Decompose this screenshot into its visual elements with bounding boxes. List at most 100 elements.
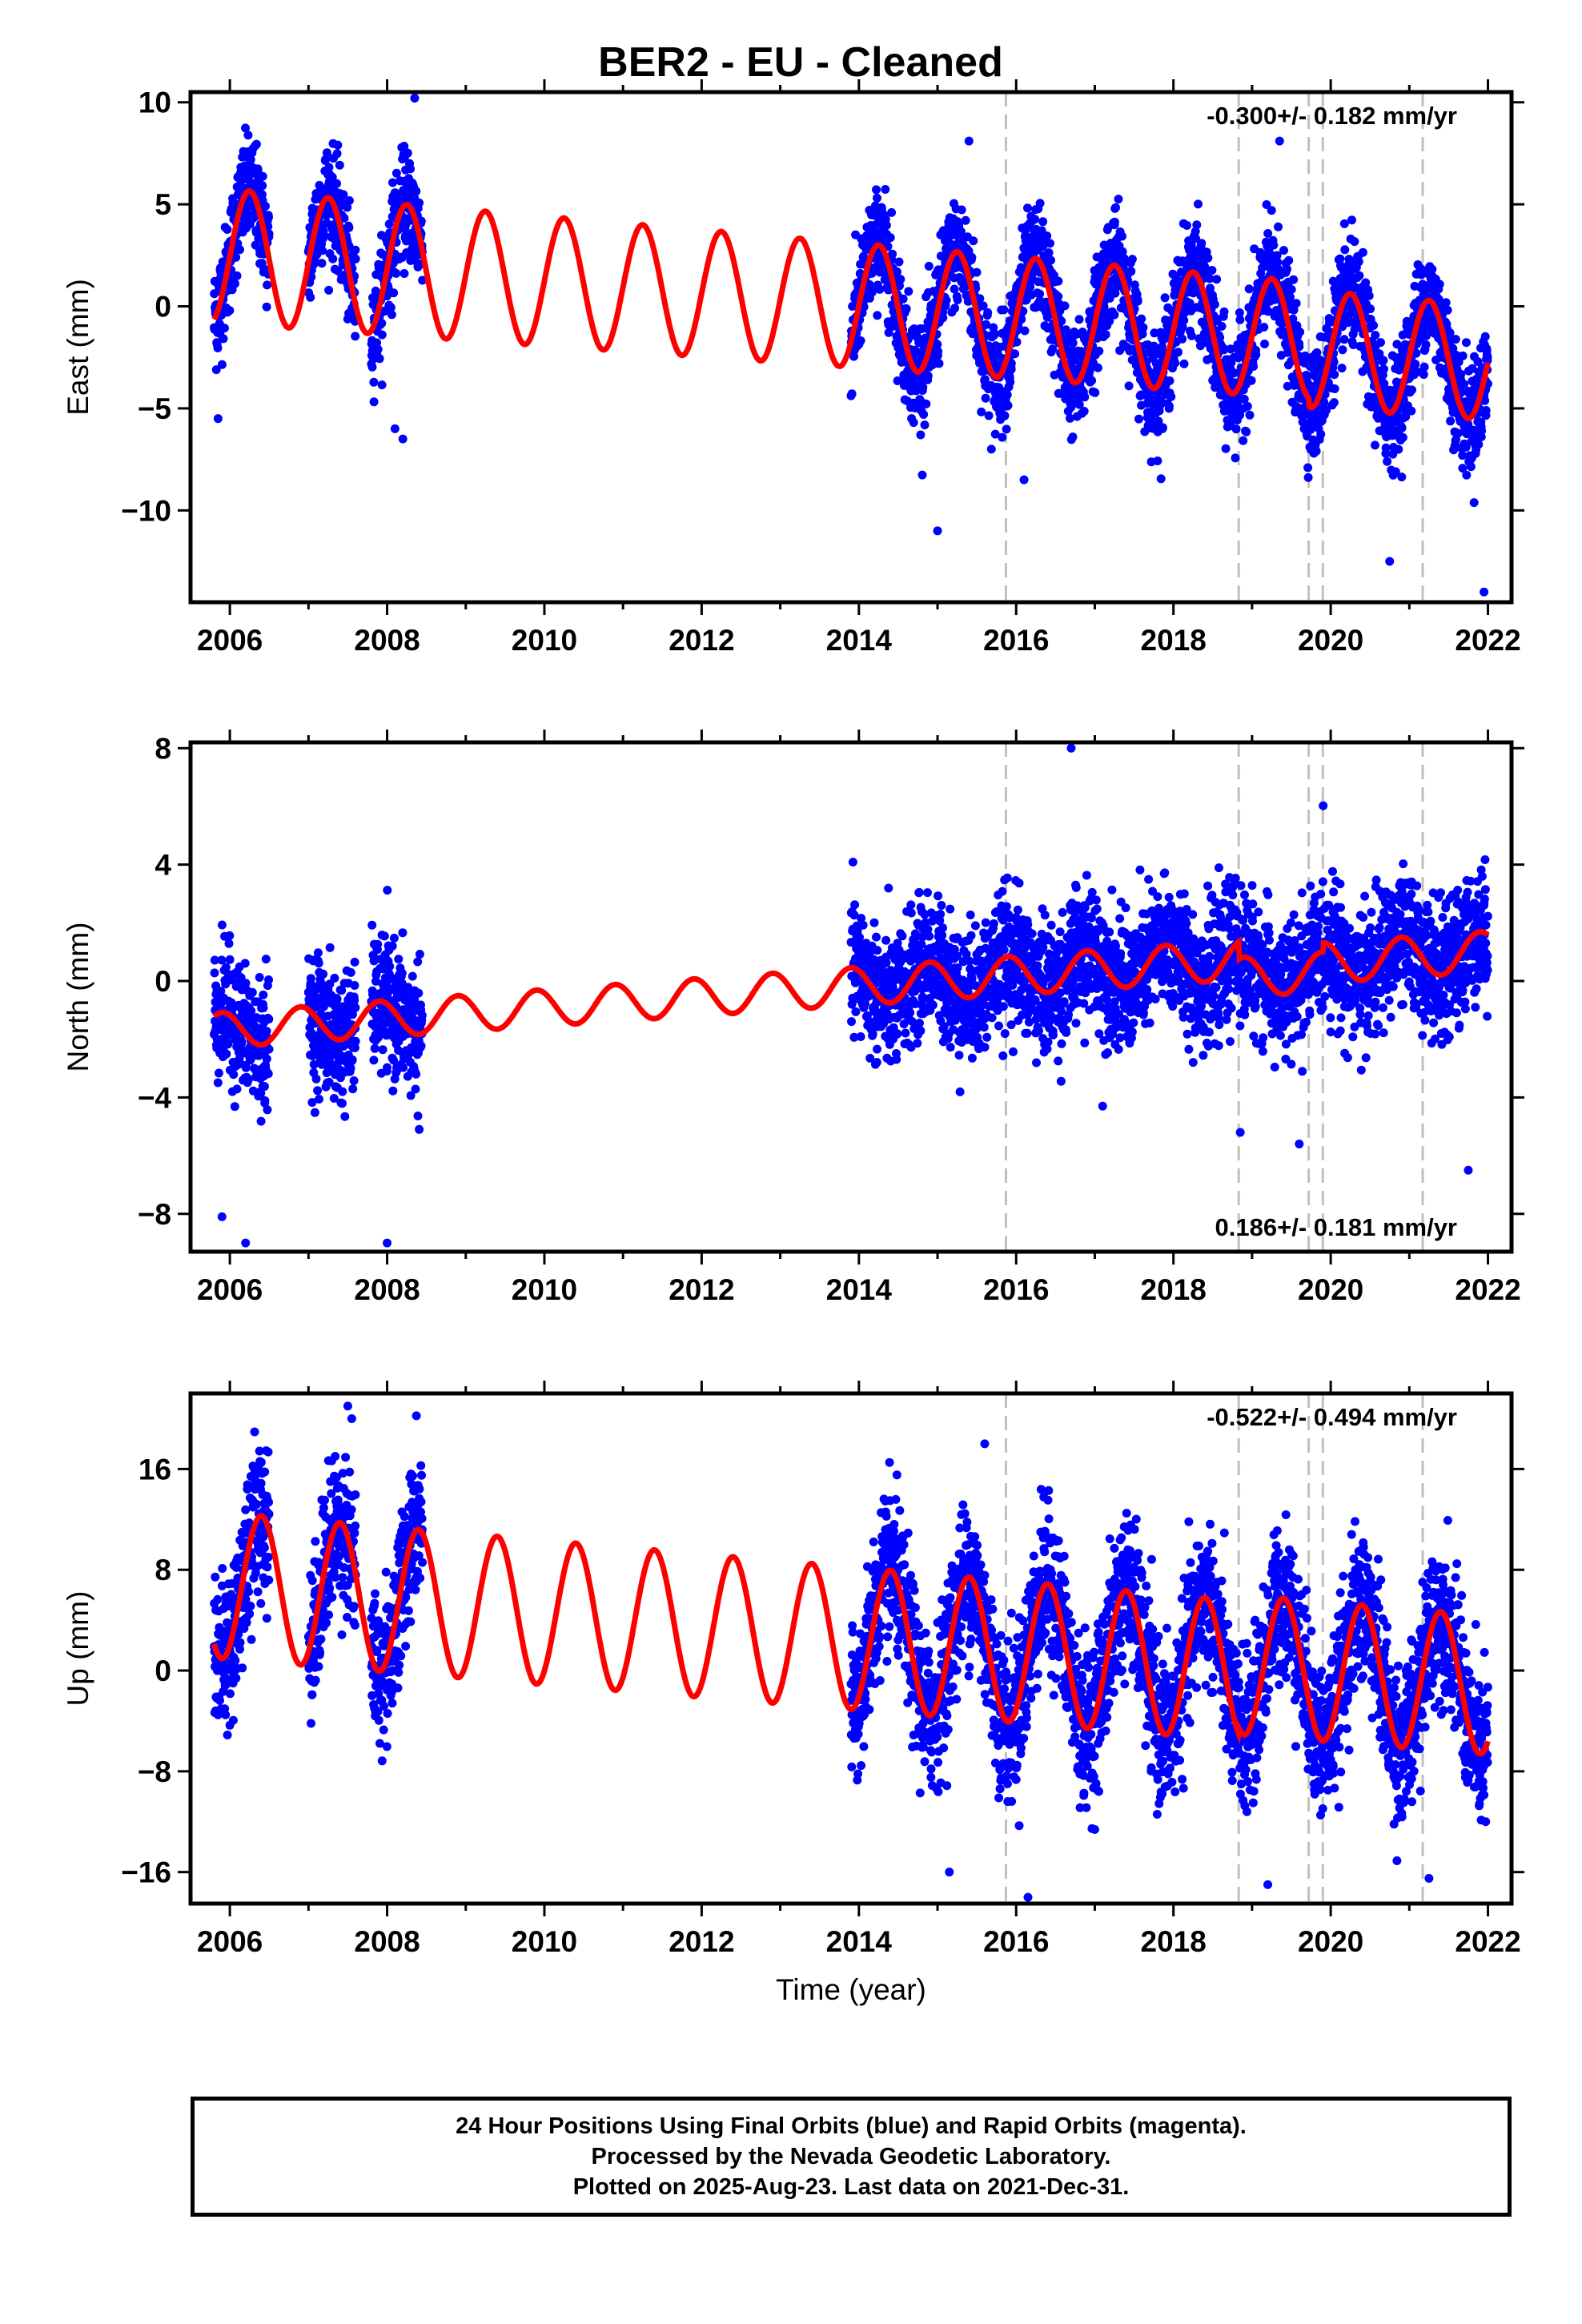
data-point (1335, 254, 1345, 263)
data-point (898, 294, 908, 304)
data-point (1235, 410, 1245, 420)
data-point (344, 223, 354, 232)
data-point (241, 123, 250, 133)
data-point (1230, 368, 1239, 378)
data-point (1364, 291, 1374, 300)
data-point (418, 275, 428, 285)
data-point (1124, 381, 1134, 391)
data-point (885, 233, 895, 243)
data-point (211, 365, 221, 375)
plot-frame (188, 90, 1514, 605)
data-point (225, 306, 235, 316)
data-point (982, 320, 991, 329)
data-point (216, 987, 226, 996)
data-point (1468, 364, 1477, 373)
data-point (901, 304, 911, 313)
data-point (1046, 239, 1054, 248)
data-point (410, 94, 420, 103)
x-tick-label: 2008 (354, 624, 420, 657)
data-point (350, 1043, 359, 1052)
data-point (217, 920, 227, 930)
data-point (849, 911, 859, 920)
data-point (1215, 332, 1225, 342)
data-point (377, 380, 387, 390)
data-point (1458, 451, 1468, 460)
data-point (406, 164, 416, 174)
data-point (349, 1076, 359, 1085)
data-point (1247, 376, 1256, 385)
data-point (1259, 323, 1269, 332)
data-point (347, 1055, 357, 1064)
data-point (942, 296, 951, 305)
data-point (953, 963, 962, 972)
data-point (231, 252, 241, 262)
data-point (262, 302, 271, 312)
data-point (998, 432, 1007, 442)
data-point (338, 1087, 347, 1096)
data-point (350, 995, 359, 1005)
data-point (1262, 200, 1271, 209)
data-point (1443, 305, 1452, 315)
data-point (1303, 463, 1313, 472)
data-point (243, 131, 253, 140)
data-point (955, 1087, 965, 1096)
data-point (1035, 199, 1045, 208)
data-point (313, 948, 323, 958)
data-point (1134, 414, 1143, 424)
data-point (1392, 340, 1402, 349)
data-point (224, 939, 234, 948)
x-tick-label: 2022 (1455, 624, 1520, 657)
data-point (1394, 444, 1403, 454)
data-point (1207, 266, 1217, 275)
data-point (938, 923, 947, 933)
data-point (258, 181, 267, 191)
data-point (369, 377, 379, 387)
data-point (219, 324, 229, 333)
data-point (313, 1086, 323, 1096)
data-point (1174, 348, 1182, 357)
data-point (319, 231, 328, 240)
data-point (1462, 338, 1471, 348)
data-point (981, 393, 990, 403)
data-point (909, 418, 918, 428)
data-point (906, 908, 916, 918)
data-point (400, 269, 409, 278)
data-point (1350, 237, 1359, 247)
data-point (990, 429, 1000, 439)
data-point (1249, 362, 1259, 371)
data-point (1328, 276, 1338, 286)
data-point (388, 178, 397, 187)
data-point (848, 858, 857, 866)
data-point (923, 925, 933, 934)
data-point (1421, 340, 1431, 349)
data-point (1330, 384, 1339, 393)
data-point (1337, 364, 1347, 373)
data-point (1002, 424, 1011, 434)
data-point (1020, 326, 1030, 336)
data-point (923, 888, 932, 898)
data-point (384, 219, 394, 229)
data-point (1186, 331, 1196, 340)
data-point (920, 910, 930, 919)
data-point (315, 1095, 323, 1104)
data-point (261, 955, 271, 964)
data-point (417, 1011, 427, 1020)
data-point (1205, 274, 1215, 283)
data-point (391, 268, 401, 278)
data-point (1044, 248, 1054, 258)
data-point (1383, 456, 1392, 466)
data-point (1002, 390, 1012, 400)
data-point (367, 362, 377, 372)
data-point (221, 963, 231, 972)
data-point (372, 338, 382, 348)
data-point (1466, 462, 1476, 472)
data-point (219, 334, 228, 344)
data-point (1419, 370, 1428, 380)
data-point (1339, 219, 1349, 228)
data-point (1074, 400, 1084, 409)
data-point (330, 973, 339, 983)
data-point (884, 328, 893, 337)
data-point (1206, 283, 1215, 293)
data-point (225, 955, 235, 964)
data-point (1170, 358, 1180, 368)
